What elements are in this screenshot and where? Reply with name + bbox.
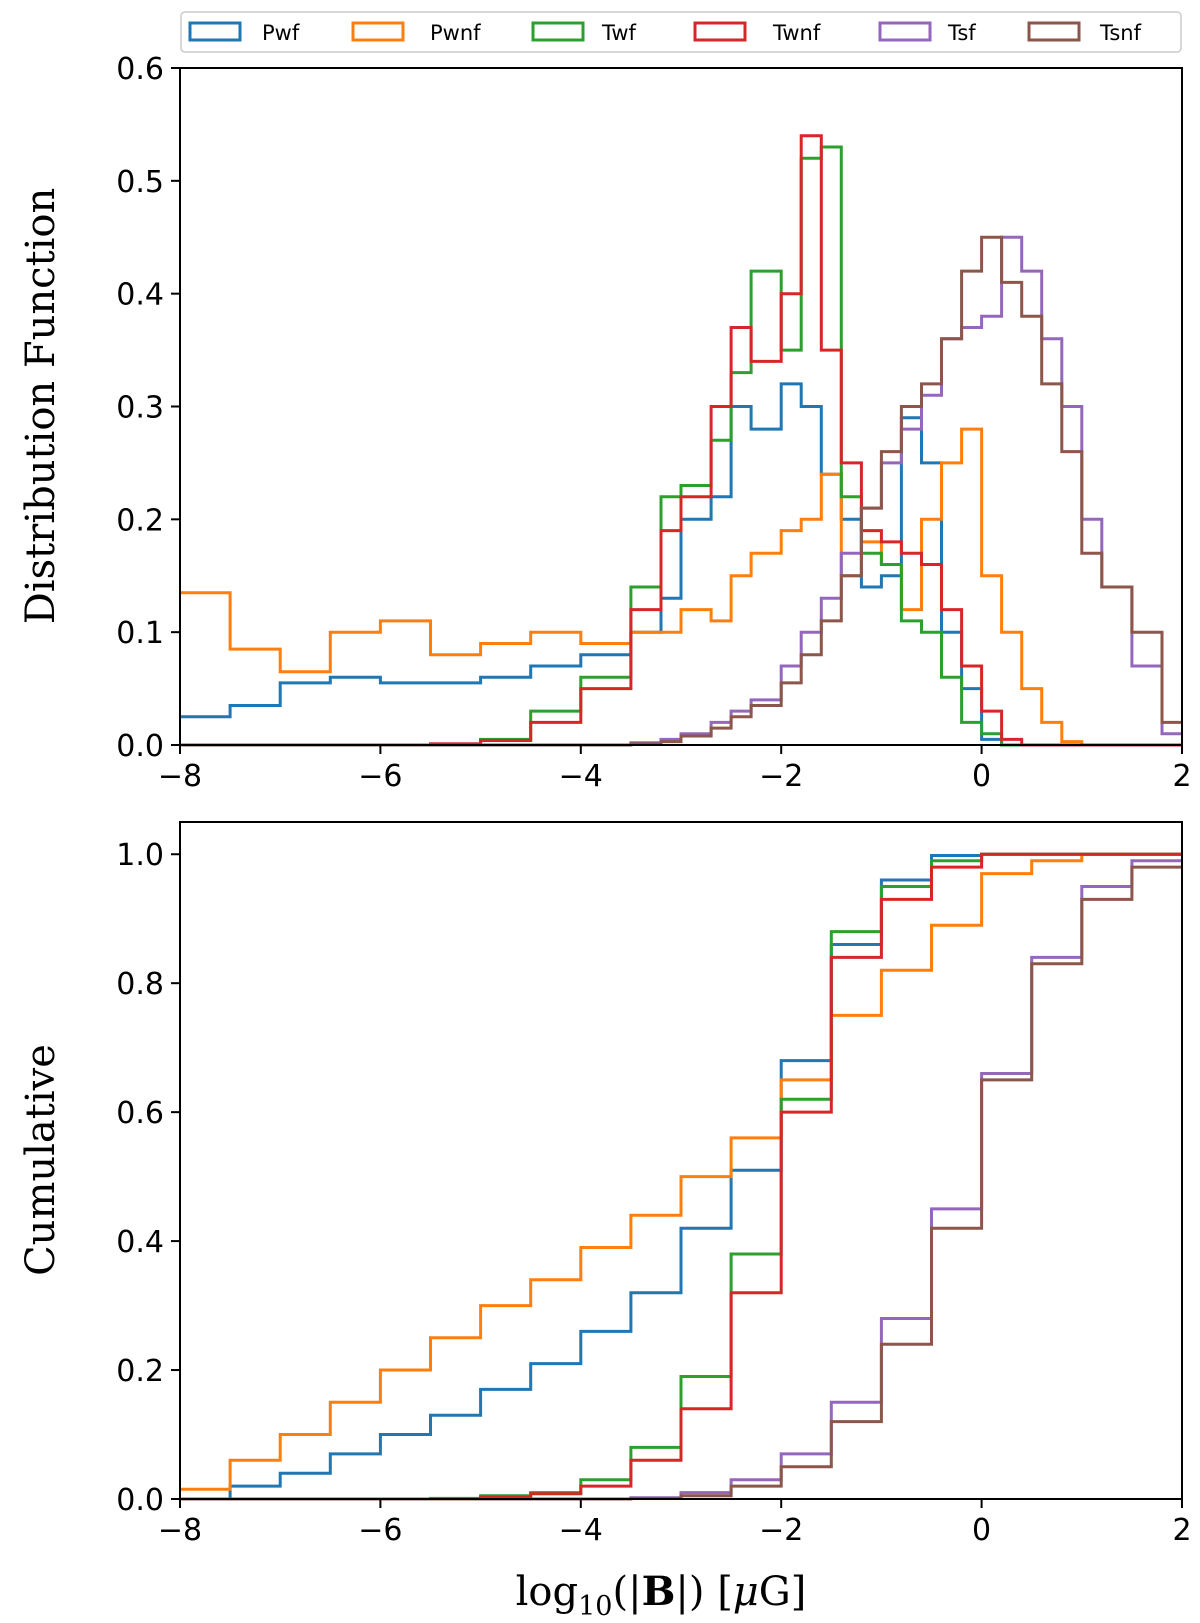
cumulative-ytick-label: 0.4	[116, 1225, 164, 1260]
cumulative-xtick-label: −6	[358, 1513, 402, 1548]
legend-entry-pwnf: Pwnf	[351, 21, 481, 45]
legend-entry-tsnf: Tsnf	[1027, 21, 1142, 45]
legend-swatch-twf	[531, 21, 585, 42]
cumulative-ticks: −8 −6 −4 −2 0 2 0.0 0.2 0.4 0.6 0.8 1.0	[116, 838, 1191, 1548]
legend-label-twnf: Twnf	[772, 21, 821, 45]
distribution-ytick-label: 0.1	[116, 616, 164, 651]
cumulative-series-pwf	[180, 852, 1182, 1501]
xlabel-open: (|	[612, 1569, 641, 1615]
cumulative-xlabel: log10(|B|) [μG]	[516, 1568, 807, 1622]
cumulative-xtick-label: 2	[1172, 1513, 1191, 1548]
legend-entry-twnf: Twnf	[693, 21, 821, 45]
distribution-xtick-label: −4	[559, 759, 603, 794]
distribution-ylabel: Distribution Function	[18, 188, 64, 625]
cumulative-xtick-label: 0	[972, 1513, 991, 1548]
legend-label-tsf: Tsf	[947, 21, 976, 45]
cumulative-series-pwnf	[180, 852, 1182, 1491]
distribution-xtick-label: −2	[759, 759, 803, 794]
cumulative-ytick-label: 0.2	[116, 1354, 164, 1389]
legend-entry-twf: Twf	[531, 21, 637, 45]
cumulative-ytick-label: 0.0	[116, 1483, 164, 1518]
distribution-panel: −8 −6 −4 −2 0 2 0.0 0.1 0.2 0.3 0.4 0.5 0.6 Distribu…	[18, 52, 1192, 794]
legend-frame	[180, 11, 1182, 53]
legend-entry-pwf: Pwf	[188, 21, 300, 45]
legend: Pwf Pwnf Twf Twnf Tsf Tsnf	[180, 11, 1182, 53]
xlabel-log: log	[516, 1569, 578, 1615]
distribution-xtick-label: 0	[972, 759, 991, 794]
legend-label-pwf: Pwf	[262, 21, 300, 45]
legend-swatch-tsf	[878, 21, 932, 42]
cumulative-xtick-label: −2	[759, 1513, 803, 1548]
legend-entry-tsf: Tsf	[878, 21, 976, 45]
legend-label-twf: Twf	[601, 21, 637, 45]
cumulative-xtick-label: −4	[559, 1513, 603, 1548]
distribution-ticks: −8 −6 −4 −2 0 2 0.0 0.1 0.2 0.3 0.4 0.5 0.6	[116, 52, 1191, 794]
xlabel-subscript: 10	[578, 1591, 612, 1622]
cumulative-ytick-label: 1.0	[116, 838, 164, 873]
distribution-ytick-label: 0.4	[116, 278, 164, 313]
distribution-ytick-label: 0.0	[116, 729, 164, 764]
cumulative-panel: −8 −6 −4 −2 0 20.00.20.40.60.81.0 Cumulative …	[18, 821, 1192, 1622]
xlabel-unit: G]	[759, 1569, 807, 1615]
distribution-xtick-label: −8	[158, 759, 202, 794]
legend-swatch-twnf	[693, 21, 747, 42]
cumulative-ytick-label: 0.8	[116, 967, 164, 1002]
cumulative-ylabel: Cumulative	[18, 1044, 64, 1276]
cumulative-ytick-label: 0.6	[116, 1096, 164, 1131]
distribution-ytick-label: 0.5	[116, 165, 164, 200]
cumulative-axes-frame	[179, 821, 1183, 1500]
xlabel-mu: μ	[733, 1569, 759, 1615]
cumulative-xtick-label: −8	[158, 1513, 202, 1548]
xlabel-bold-b: B	[642, 1568, 676, 1615]
legend-label-tsnf: Tsnf	[1099, 21, 1142, 45]
legend-swatch-tsnf	[1027, 21, 1081, 42]
distribution-series-pwnf	[180, 427, 1182, 747]
legend-swatch-pwf	[188, 21, 242, 42]
distribution-ytick-label: 0.2	[116, 503, 164, 538]
xlabel-close: |) [	[675, 1569, 732, 1615]
distribution-series-group	[180, 134, 1182, 747]
legend-swatch-pwnf	[351, 21, 405, 42]
distribution-series-twnf	[180, 134, 1182, 747]
legend-label-pwnf: Pwnf	[430, 21, 481, 45]
distribution-series-pwf	[180, 382, 1182, 747]
distribution-xtick-label: 2	[1172, 759, 1191, 794]
distribution-ytick-label: 0.6	[116, 52, 164, 87]
distribution-ytick-label: 0.3	[116, 391, 164, 426]
distribution-xtick-label: −6	[358, 759, 402, 794]
